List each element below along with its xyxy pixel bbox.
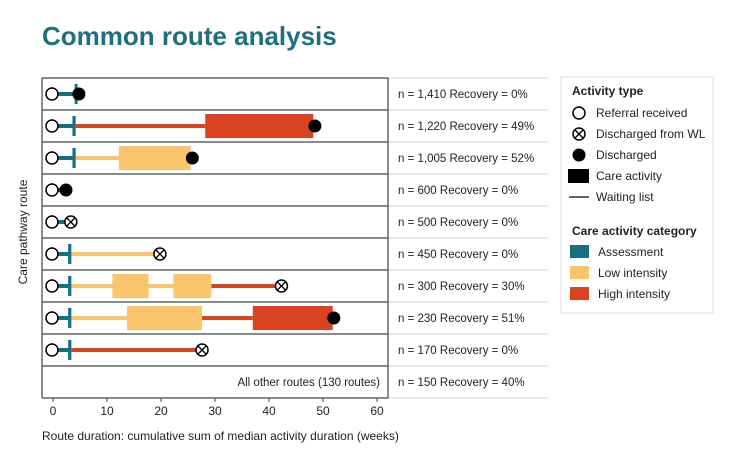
x-tick-label: 50 [316,404,330,418]
referral-received-marker [45,311,59,325]
route-row: n = 1,410 Recovery = 0% [45,84,528,104]
assessment-swatch [570,245,589,258]
discharged-from-wl-marker [195,343,209,357]
care-activity-icon [568,169,589,183]
chart-title: Common route analysis [42,21,337,51]
care-activity-bar [118,146,191,170]
rows-layer: n = 1,410 Recovery = 0% n = 1,220 Recover… [41,77,548,399]
low-intensity-swatch [570,266,589,279]
legend-title-category: Care activity category [572,224,697,238]
route-row: n = 600 Recovery = 0% [45,183,518,197]
referral-received-marker [45,87,59,101]
x-tick-label: 20 [154,404,168,418]
assessment-activity-bar [72,116,76,136]
referral-received-marker [45,183,59,197]
assessment-activity-bar [68,308,72,328]
x-tick-label: 10 [100,404,114,418]
referral-received-marker [45,119,59,133]
route-row: n = 230 Recovery = 51% [45,306,525,330]
care-activity-bar [205,114,314,138]
route-stats-label: n = 230 Recovery = 51% [398,313,525,325]
care-activity-bar [252,306,333,330]
discharged-marker [327,311,341,325]
discharged-from-wl-marker [274,279,289,293]
legend-low-intensity: Low intensity [598,266,667,280]
y-axis-label: Care pathway route [16,179,30,284]
assessment-activity-bar [68,276,72,296]
referral-received-marker [45,215,59,229]
route-row: n = 1,220 Recovery = 49% [45,114,534,138]
referral-received-marker [45,151,59,165]
route-row: n = 1,005 Recovery = 52% [45,146,534,170]
discharged-icon [572,148,586,162]
legend: Activity type Referral received Discharg… [560,76,714,314]
discharged-marker [59,183,73,197]
x-axis-label: Route duration: cumulative sum of median… [42,429,399,443]
referral-received-marker [45,279,59,293]
route-stats-label: n = 150 Recovery = 40% [398,377,525,389]
care-activity-bar [126,306,203,330]
legend-waiting-list: Waiting list [596,190,654,204]
x-axis: 0 10 20 30 40 50 60 [50,398,384,418]
assessment-activity-bar [68,244,72,264]
discharged-from-wl-cross [197,345,207,355]
discharged-marker [308,119,322,133]
route-stats-label: n = 600 Recovery = 0% [398,185,518,197]
legend-high-intensity: High intensity [598,287,670,301]
discharged-from-wl-cross [66,217,76,227]
x-tick-label: 0 [50,404,57,418]
route-stats-label: n = 1,410 Recovery = 0% [398,89,528,101]
high-intensity-swatch [570,287,589,300]
referral-received-marker [45,343,59,357]
discharged-from-wl-cross [155,249,165,259]
assessment-activity-bar [72,148,76,168]
other-routes-label: All other routes (130 routes) [237,377,380,389]
x-tick-label: 30 [208,404,222,418]
assessment-activity-bar [68,340,72,360]
route-stats-label: n = 170 Recovery = 0% [398,345,518,357]
route-stats-label: n = 450 Recovery = 0% [398,249,518,261]
referral-received-icon [572,106,586,120]
route-stats-label: n = 300 Recovery = 30% [398,281,525,293]
route-row: n = 300 Recovery = 30% [45,274,525,298]
discharged-from-wl-icon [572,127,586,141]
legend-discharged: Discharged [596,148,657,162]
legend-care-activity: Care activity [596,169,662,183]
discharged-marker [72,87,86,101]
legend-discharged-from-wl: Discharged from WL [596,127,706,141]
x-tick-label: 60 [370,404,384,418]
route-row: All other routes (130 routes) n = 150 Rec… [237,377,524,389]
discharged-from-wl-marker [64,215,78,229]
route-row: n = 500 Recovery = 0% [45,215,518,229]
legend-referral-received: Referral received [596,106,687,120]
care-activity-bar [112,274,149,298]
discharged-from-wl-marker [153,247,167,261]
legend-assessment: Assessment [598,245,664,259]
discharged-marker [185,151,199,165]
route-row: n = 450 Recovery = 0% [45,244,518,264]
care-activity-bar [173,274,212,298]
route-stats-label: n = 500 Recovery = 0% [398,217,518,229]
legend-title-activity: Activity type [572,84,644,98]
x-tick-label: 40 [262,404,276,418]
referral-received-marker [45,247,59,261]
route-stats-label: n = 1,005 Recovery = 52% [398,153,534,165]
route-row: n = 170 Recovery = 0% [45,340,518,360]
route-stats-label: n = 1,220 Recovery = 49% [398,121,534,133]
discharged-from-wl-cross [276,281,286,291]
